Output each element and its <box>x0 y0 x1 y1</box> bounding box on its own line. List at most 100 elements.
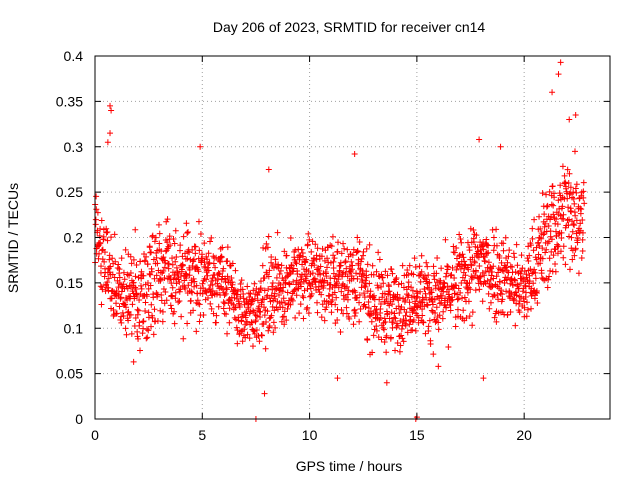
data-point <box>343 310 350 317</box>
data-point <box>138 285 145 292</box>
data-point <box>373 268 380 275</box>
data-point <box>412 327 419 334</box>
data-point <box>569 256 576 263</box>
data-point <box>351 313 358 319</box>
data-point <box>442 273 449 280</box>
data-point <box>365 304 372 311</box>
data-point <box>158 291 165 298</box>
data-point <box>579 229 586 236</box>
data-point <box>393 275 400 282</box>
data-point <box>170 236 177 243</box>
data-point <box>376 256 383 263</box>
data-point <box>461 258 468 265</box>
data-point <box>509 282 516 289</box>
data-point <box>127 269 134 276</box>
data-point <box>330 258 337 265</box>
x-tick-label: 20 <box>516 427 532 443</box>
data-point <box>265 285 272 292</box>
data-point <box>485 242 492 249</box>
data-point <box>528 285 535 292</box>
data-point <box>469 322 476 329</box>
data-point <box>213 312 220 319</box>
data-point <box>340 240 347 247</box>
data-point <box>557 248 564 255</box>
data-point <box>405 292 412 299</box>
data-point <box>428 307 435 314</box>
data-point <box>460 254 467 261</box>
data-point <box>297 301 304 308</box>
data-point <box>488 284 495 291</box>
data-point <box>472 287 479 294</box>
data-point <box>555 231 562 238</box>
data-point <box>287 301 294 308</box>
data-point <box>505 253 512 260</box>
data-point <box>307 285 314 292</box>
data-point <box>93 193 100 200</box>
data-point <box>550 211 557 218</box>
data-point <box>156 240 163 247</box>
data-point <box>440 284 447 291</box>
data-point <box>319 301 326 308</box>
data-point <box>548 248 555 255</box>
data-point <box>335 284 342 291</box>
data-point <box>210 260 217 267</box>
data-point <box>486 305 493 312</box>
data-point <box>435 363 442 370</box>
data-point <box>260 304 267 311</box>
data-point <box>173 253 180 260</box>
data-point <box>123 331 130 338</box>
data-point <box>342 259 349 266</box>
data-point <box>446 286 453 293</box>
data-point <box>383 295 390 302</box>
data-point <box>111 274 118 281</box>
data-point <box>117 295 124 302</box>
data-point <box>178 266 185 273</box>
data-point <box>150 331 157 338</box>
data-point <box>262 345 269 352</box>
data-point <box>358 273 365 280</box>
data-point <box>233 324 240 331</box>
data-point <box>309 270 316 277</box>
y-axis-label: SRMTID / TECUs <box>5 183 21 293</box>
data-point <box>447 302 454 309</box>
data-point <box>452 323 459 330</box>
data-point <box>386 315 393 322</box>
data-point <box>97 225 104 232</box>
data-point <box>406 262 413 269</box>
data-point <box>175 299 182 306</box>
data-point <box>113 288 120 295</box>
data-point <box>283 317 290 324</box>
data-point <box>571 200 578 207</box>
data-point <box>418 252 425 259</box>
data-point <box>190 275 197 282</box>
data-point <box>476 262 483 269</box>
data-point <box>348 258 355 265</box>
data-point <box>116 303 123 310</box>
data-point <box>497 143 504 150</box>
data-point <box>358 255 365 262</box>
data-point <box>319 245 326 252</box>
data-point <box>499 291 506 298</box>
data-point <box>395 281 402 288</box>
data-point <box>417 288 424 295</box>
data-point <box>268 292 275 299</box>
data-point <box>475 254 482 261</box>
data-point <box>171 240 178 247</box>
data-point <box>511 276 518 283</box>
data-point <box>525 243 532 250</box>
data-point <box>128 330 135 337</box>
data-point <box>143 293 150 300</box>
data-point <box>118 255 125 262</box>
data-point <box>384 272 391 279</box>
data-point <box>377 314 384 321</box>
data-point <box>546 255 553 262</box>
data-point <box>280 295 287 302</box>
data-point <box>487 299 494 306</box>
data-point <box>179 253 186 260</box>
data-point <box>370 332 377 339</box>
data-point <box>389 270 396 277</box>
data-point <box>554 221 561 228</box>
data-point <box>466 247 473 254</box>
data-point <box>490 263 497 270</box>
data-point <box>569 228 576 235</box>
